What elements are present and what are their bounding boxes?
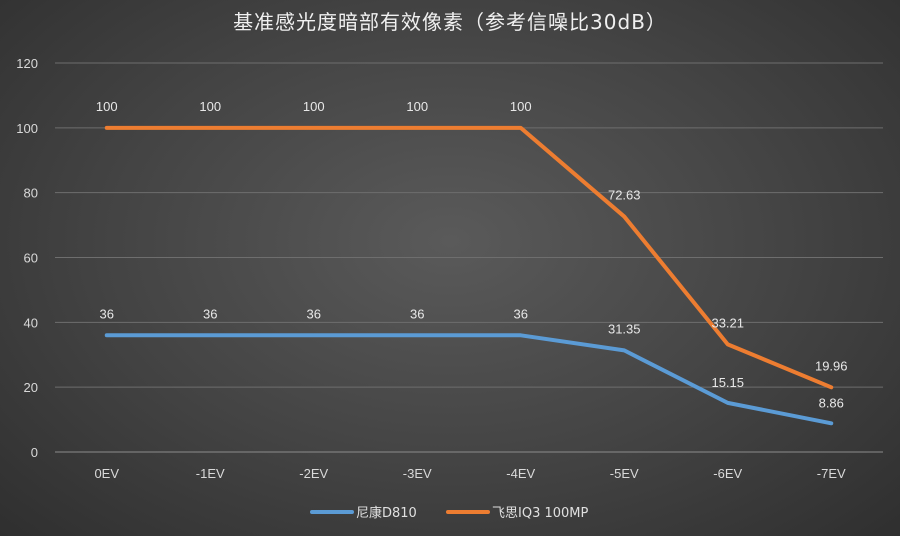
x-tick-label: 0EV — [94, 466, 119, 481]
series-line-1 — [104, 333, 834, 426]
x-tick-label: -2EV — [299, 466, 328, 481]
data-point — [208, 333, 212, 337]
data-point — [622, 215, 626, 219]
data-label: 36 — [514, 306, 528, 321]
chart-title: 基准感光度暗部有效像素（参考信噪比30dB） — [233, 10, 667, 34]
data-point — [829, 385, 833, 389]
legend-label-2: 飞思IQ3 100MP — [492, 506, 588, 521]
data-label: 15.15 — [711, 375, 744, 390]
legend-label-1: 尼康D810 — [356, 505, 417, 521]
data-point — [519, 333, 523, 337]
data-label: 36 — [307, 306, 321, 321]
data-point — [726, 342, 730, 346]
data-label: 36 — [410, 306, 424, 321]
data-point — [208, 126, 212, 130]
data-label: 100 — [96, 99, 118, 114]
x-tick-label: -7EV — [817, 466, 846, 481]
y-tick-label: 40 — [24, 315, 38, 330]
y-tick-label: 60 — [24, 251, 38, 266]
data-point — [519, 126, 523, 130]
data-point — [105, 126, 109, 130]
data-label: 31.35 — [608, 321, 641, 336]
x-tick-label: -4EV — [506, 466, 535, 481]
data-point — [415, 333, 419, 337]
data-point — [312, 333, 316, 337]
x-tick-label: -5EV — [610, 466, 639, 481]
y-tick-label: 20 — [24, 380, 38, 395]
data-label: 33.21 — [711, 315, 744, 330]
series-line-2 — [104, 125, 834, 390]
data-point — [312, 126, 316, 130]
x-tick-label: -1EV — [196, 466, 225, 481]
y-tick-label: 100 — [16, 121, 38, 136]
data-point — [829, 421, 833, 425]
x-tick-label: -3EV — [403, 466, 432, 481]
data-label: 100 — [406, 99, 428, 114]
x-tick-label: -6EV — [713, 466, 742, 481]
data-label: 72.63 — [608, 188, 641, 203]
data-point — [622, 348, 626, 352]
data-point — [726, 401, 730, 405]
data-point — [105, 333, 109, 337]
data-label: 100 — [199, 99, 221, 114]
y-tick-label: 120 — [16, 56, 38, 71]
data-label: 100 — [303, 99, 325, 114]
data-label: 100 — [510, 99, 532, 114]
data-label: 36 — [203, 306, 217, 321]
data-label: 8.86 — [819, 395, 844, 410]
y-tick-label: 0 — [31, 445, 38, 460]
data-point — [415, 126, 419, 130]
data-label: 36 — [100, 306, 114, 321]
y-tick-label: 80 — [24, 186, 38, 201]
data-label: 19.96 — [815, 358, 848, 373]
